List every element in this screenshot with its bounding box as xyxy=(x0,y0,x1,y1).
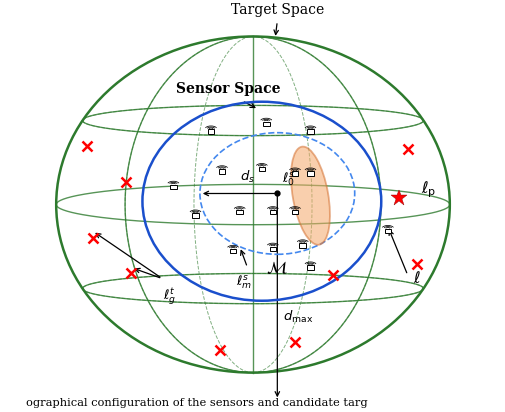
Bar xyxy=(258,167,265,171)
Text: $d_s$: $d_s$ xyxy=(239,169,254,185)
Bar xyxy=(307,129,313,134)
Bar xyxy=(307,171,313,176)
Text: $d_{\rm max}$: $d_{\rm max}$ xyxy=(282,309,313,325)
Bar xyxy=(269,210,276,215)
Bar xyxy=(291,171,298,176)
Text: Target Space: Target Space xyxy=(230,2,323,16)
Bar xyxy=(218,169,225,173)
Bar xyxy=(229,249,236,253)
Bar xyxy=(307,265,313,270)
Text: $\ell_g^t$: $\ell_g^t$ xyxy=(163,286,176,307)
Text: ographical configuration of the sensors and candidate targ: ographical configuration of the sensors … xyxy=(26,398,367,408)
Text: $\ell$: $\ell$ xyxy=(413,270,420,287)
Bar xyxy=(269,246,276,251)
Bar xyxy=(299,243,306,248)
Text: $\ell_{\rm p}$: $\ell_{\rm p}$ xyxy=(420,180,435,201)
Text: $\mathcal{M}$: $\mathcal{M}$ xyxy=(266,259,287,276)
Bar xyxy=(384,229,390,233)
Bar xyxy=(236,210,242,215)
Bar xyxy=(207,129,214,134)
Text: $\ell_0^s$: $\ell_0^s$ xyxy=(281,171,294,188)
Bar xyxy=(170,185,176,189)
Text: $\ell_m^s$: $\ell_m^s$ xyxy=(236,273,251,290)
Text: Sensor Space: Sensor Space xyxy=(176,82,280,96)
Bar xyxy=(263,122,269,126)
Ellipse shape xyxy=(290,147,329,245)
Bar xyxy=(192,213,198,218)
Bar xyxy=(291,210,298,215)
